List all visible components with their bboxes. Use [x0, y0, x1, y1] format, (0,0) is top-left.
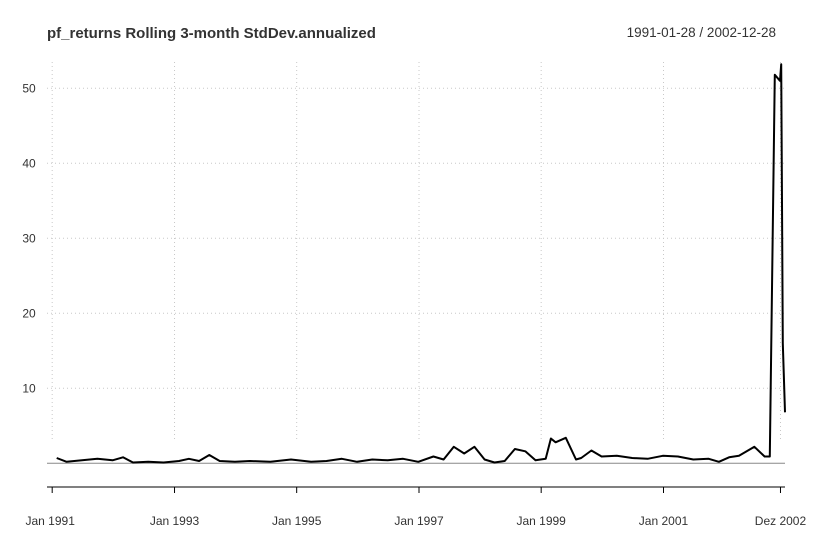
chart-title: pf_returns Rolling 3-month StdDev.annual… [47, 25, 376, 42]
date-range-label: 1991-01-28 / 2002-12-28 [627, 25, 776, 40]
series-line [56, 63, 786, 464]
y-tick-label: 20 [22, 306, 36, 320]
x-tick-label: Jan 2001 [639, 514, 689, 528]
x-tick-label: Jan 1997 [394, 514, 444, 528]
axes: 10 20 30 40 50 Jan 1991 Jan 1993 Jan 1995 Jan 19… [22, 81, 806, 528]
y-tick-label: 50 [22, 81, 36, 95]
y-tick-label: 10 [22, 381, 36, 395]
x-tick-label: Jan 1993 [150, 514, 200, 528]
x-tick-label: Jan 1999 [516, 514, 566, 528]
y-tick-label: 30 [22, 231, 36, 245]
y-tick-label: 40 [22, 156, 36, 170]
grid [47, 62, 785, 442]
series-area [56, 63, 786, 464]
x-tick-label: Dez 2002 [755, 514, 807, 528]
x-tick-label: Jan 1995 [272, 514, 322, 528]
x-tick-label: Jan 1991 [25, 514, 75, 528]
